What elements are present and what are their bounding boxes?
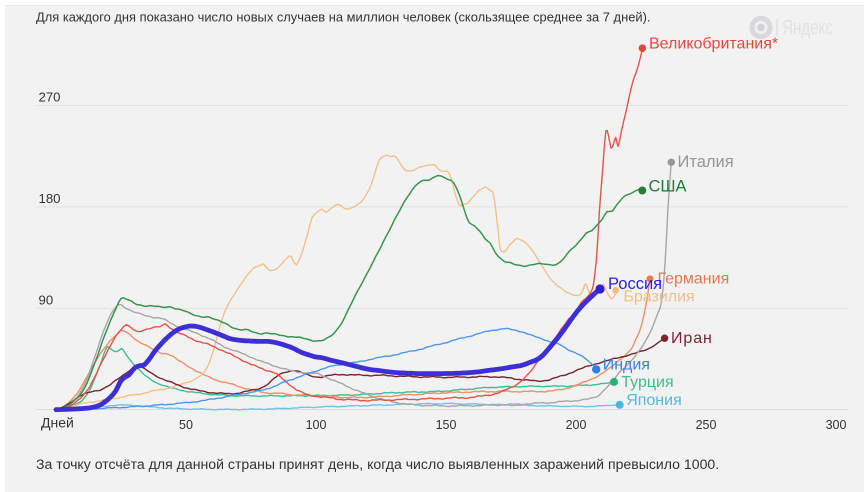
svg-text:Турция: Турция (621, 374, 673, 391)
svg-text:За точку отсчёта для данной ст: За точку отсчёта для данной страны приня… (36, 456, 719, 472)
svg-text:Иран: Иран (671, 330, 713, 347)
svg-text:200: 200 (566, 418, 587, 432)
svg-text:180: 180 (39, 191, 61, 206)
svg-text:300: 300 (826, 418, 847, 432)
svg-text:Япония: Япония (626, 392, 682, 409)
svg-text:Бразилия: Бразилия (623, 289, 694, 306)
svg-text:США: США (649, 177, 687, 195)
svg-text:90: 90 (39, 293, 54, 308)
svg-text:150: 150 (436, 418, 457, 432)
svg-text:Великобритания*: Великобритания* (649, 36, 778, 53)
svg-text:50: 50 (179, 418, 193, 432)
svg-text:Яндекс: Яндекс (782, 17, 833, 40)
svg-text:Для каждого дня показано число: Для каждого дня показано число новых слу… (36, 10, 650, 25)
svg-text:Германия: Германия (658, 271, 730, 288)
svg-text:250: 250 (696, 418, 717, 432)
svg-text:Индия: Индия (603, 356, 650, 373)
svg-text:270: 270 (39, 90, 61, 105)
svg-text:Италия: Италия (678, 153, 734, 171)
svg-text:Россия: Россия (608, 275, 662, 293)
svg-text:Дней: Дней (41, 414, 74, 430)
svg-text:100: 100 (306, 418, 327, 432)
